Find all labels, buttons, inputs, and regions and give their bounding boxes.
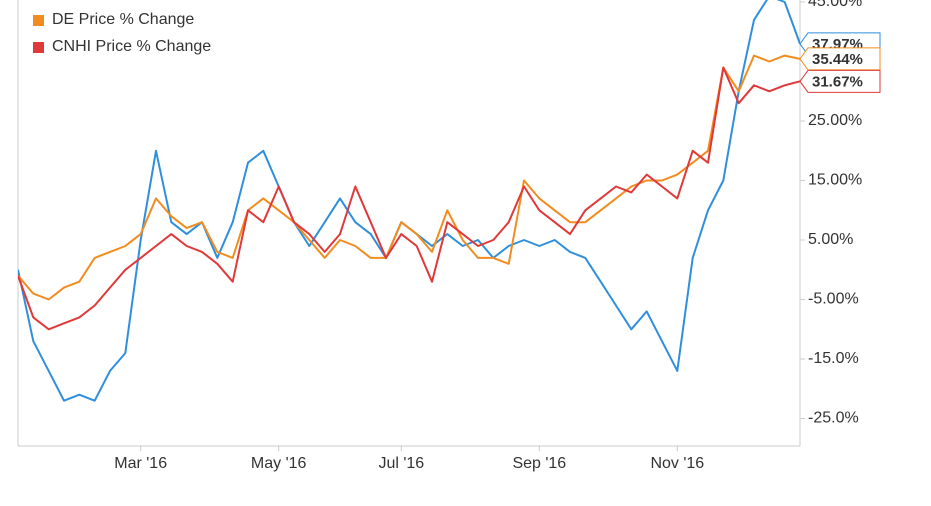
legend-marker bbox=[33, 15, 44, 26]
y-tick-label: 5.00% bbox=[808, 231, 853, 248]
legend-label: DE Price % Change bbox=[52, 11, 194, 28]
value-label: 35.44% bbox=[812, 51, 863, 68]
x-tick-label: Sep '16 bbox=[512, 455, 566, 472]
legend-marker bbox=[33, 42, 44, 53]
y-tick-label: 15.00% bbox=[808, 172, 862, 189]
x-tick-label: Nov '16 bbox=[650, 455, 704, 472]
series-line bbox=[18, 54, 800, 301]
y-tick-label: -5.00% bbox=[808, 291, 859, 308]
value-label: 31.67% bbox=[812, 73, 863, 90]
label-box bbox=[799, 69, 881, 93]
legend-label: CNHI Price % Change bbox=[52, 38, 211, 55]
y-tick-label: -15.0% bbox=[808, 350, 859, 367]
lines bbox=[18, 0, 800, 402]
x-tick-label: Mar '16 bbox=[114, 455, 167, 472]
series-line bbox=[18, 66, 800, 331]
label-box bbox=[799, 47, 881, 71]
y-tick-label: 45.00% bbox=[808, 0, 862, 10]
y-tick-label: 25.00% bbox=[808, 112, 862, 129]
x-tick-label: Jul '16 bbox=[378, 455, 424, 472]
legend-box bbox=[25, 0, 265, 68]
y-tick-label: -25.0% bbox=[808, 410, 859, 427]
x-tick-label: May '16 bbox=[251, 455, 307, 472]
